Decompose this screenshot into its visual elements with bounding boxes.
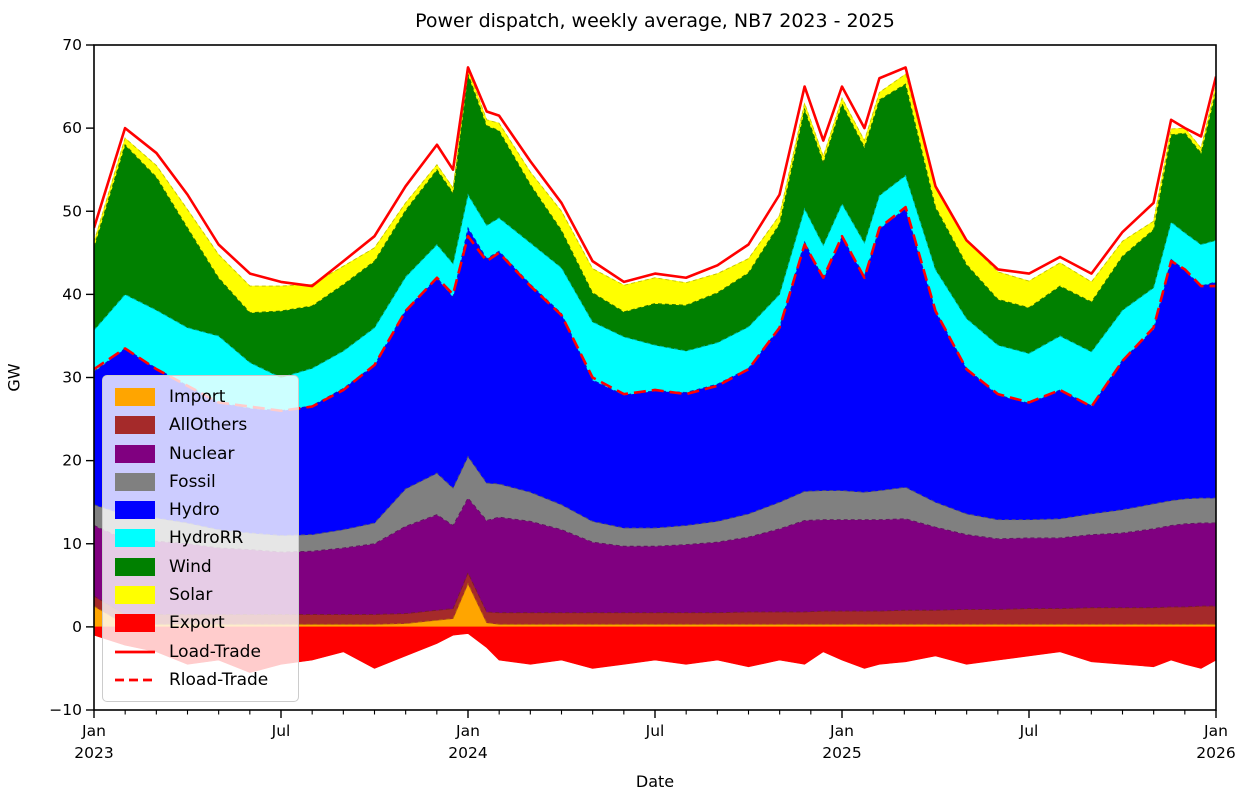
y-tick-label: 40 [62, 285, 82, 303]
legend-item-nuclear: Nuclear [115, 442, 286, 466]
stacked-areas [94, 66, 1216, 673]
legend-item-wind: Wind [115, 555, 286, 579]
area-export [94, 626, 1216, 673]
line-load-trade [94, 66, 1216, 288]
area-edge-wind [94, 73, 1216, 314]
x-tick-label: Jan [81, 722, 106, 740]
x-tick-label: Jan [455, 722, 480, 740]
axis-ticks: −10 0 10 20 30 40 50 60 70 Jan 2023 Jul Jan 2024 Jul Ja… [49, 36, 1235, 762]
legend-label: Fossil [169, 471, 216, 492]
line-rload-trade [94, 205, 1216, 413]
legend-label: Load-Trade [169, 641, 261, 662]
y-tick-label: 70 [62, 36, 82, 54]
legend-label: Export [169, 613, 225, 634]
area-edge-import [94, 582, 1216, 625]
y-tick-label: 10 [62, 535, 82, 553]
x-tick-year-label: 2025 [822, 744, 861, 762]
legend-label: Wind [169, 556, 212, 577]
legend-label: Import [169, 387, 226, 407]
legend-swatch-import [115, 388, 155, 406]
legend-swatch-hydrorr [115, 529, 155, 548]
area-wind [94, 73, 1216, 378]
area-edge-hydrorr [94, 174, 1216, 378]
legend-label: Solar [169, 585, 213, 606]
y-tick-label: 20 [62, 452, 82, 470]
y-axis-label: GW [4, 363, 24, 392]
legend-swatch-hydro [115, 501, 155, 520]
legend-item-rload-trade: Rload-Trade [115, 668, 286, 692]
x-tick-label: Jan [1203, 722, 1228, 740]
legend-swatch-allothers [115, 416, 155, 435]
legend-item-hydro: Hydro [115, 498, 286, 522]
x-tick-label: Jan [829, 722, 854, 740]
legend-swatch-nuclear [115, 444, 155, 463]
legend-swatch-wind [115, 557, 155, 576]
legend-label: Rload-Trade [169, 669, 269, 690]
y-tick-label: 50 [62, 202, 82, 220]
area-edge-solar [94, 68, 1216, 287]
area-edge-allothers [94, 571, 1216, 615]
legend-line-sample-load-trade [115, 643, 155, 661]
legend-item-fossil: Fossil [115, 470, 286, 494]
x-tick-label: Jul [645, 722, 665, 740]
legend: Import AllOthers Nuclear Fossil Hydro HydroRR… [102, 375, 299, 702]
legend-swatch-export [115, 614, 155, 633]
area-edge-nuclear [94, 497, 1216, 553]
legend-swatch-solar [115, 586, 155, 605]
x-tick-year-label: 2023 [74, 744, 113, 762]
legend-label: Hydro [169, 500, 220, 521]
y-tick-label: 0 [72, 618, 82, 636]
legend-line-sample-rload-trade [115, 671, 155, 689]
chart-title: Power dispatch, weekly average, NB7 2023… [415, 10, 895, 32]
legend-label: HydroRR [169, 528, 244, 549]
legend-label: AllOthers [169, 415, 248, 436]
area-solar [94, 69, 1216, 313]
legend-label: Nuclear [169, 443, 235, 464]
legend-item-solar: Solar [115, 583, 286, 607]
y-tick-label: 30 [62, 369, 82, 387]
legend-item-load-trade: Load-Trade [115, 640, 286, 664]
x-tick-year-label: 2026 [1196, 744, 1235, 762]
legend-item-hydrorr: HydroRR [115, 526, 286, 550]
legend-swatch-fossil [115, 472, 155, 491]
legend-item-export: Export [115, 611, 286, 635]
y-tick-label: 60 [62, 119, 82, 137]
y-tick-label: −10 [49, 701, 82, 719]
legend-item-import: Import [115, 385, 286, 409]
x-tick-year-label: 2024 [448, 744, 487, 762]
x-axis-label: Date [635, 772, 675, 791]
legend-item-allothers: AllOthers [115, 413, 286, 437]
x-tick-label: Jul [271, 722, 291, 740]
x-tick-label: Jul [1019, 722, 1039, 740]
